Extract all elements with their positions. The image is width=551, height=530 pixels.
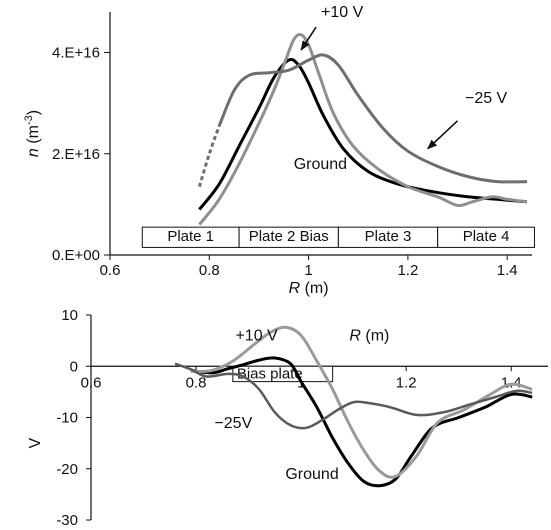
bottom-series-line [190, 325, 533, 479]
top-y-tick-label: 0.E+00 [52, 247, 100, 264]
plate-label: Plate 2 Bias [249, 228, 329, 245]
top-x-tick-label: 1 [304, 262, 312, 279]
plate-label: Plate 4 [463, 228, 510, 245]
bottom-x-axis-label-unit: (m) [361, 328, 389, 345]
top-x-axis-label-unit: (m) [300, 280, 328, 297]
bottom-series-line [190, 356, 533, 488]
bottom-y-tick-label: 0 [70, 358, 78, 375]
top-y-tick-label: 4.E+16 [52, 45, 100, 62]
bottom-y-axis-label: V [27, 437, 44, 448]
plate-label: Plate 1 [167, 228, 214, 245]
plate-label: Plate 3 [365, 228, 412, 245]
top-y-axis-label-var: n [25, 148, 42, 157]
bottom-x-axis-label-var: R [349, 328, 361, 345]
bottom-series-line [174, 362, 533, 430]
top-x-axis-label: R (m) [289, 280, 329, 297]
bottom-x-tick-label: 0.8 [186, 374, 207, 391]
top-series-line [198, 33, 528, 226]
annotation-arrow [427, 120, 459, 150]
annotation-arrow [300, 26, 317, 51]
top-annotation-label: +10 V [321, 4, 364, 21]
top-panel: 0.E+00 2.E+16 4.E+16 0.6 0.8 1 1.2 1.4 n (m-3) R … [23, 4, 535, 297]
top-y-axis-label-unit: (m [25, 125, 42, 148]
bottom-y-tick-label: -20 [56, 461, 78, 478]
top-x-tick-label: 1.2 [397, 262, 418, 279]
bottom-x-axis-label: R (m) [349, 328, 389, 345]
top-x-tick-label: 0.6 [100, 262, 121, 279]
bottom-annotation-label: Ground [285, 466, 338, 483]
top-y-axis-label-exp: -3 [23, 115, 35, 125]
top-series-line [217, 53, 528, 184]
bottom-x-tick-label: 1.2 [396, 374, 417, 391]
top-y-axis-label: n (m-3) [23, 110, 42, 157]
bottom-x-tick-label: 0.6 [81, 374, 102, 391]
top-series-line-dashed-segment [197, 125, 221, 188]
bottom-y-tick-label: 10 [61, 307, 78, 324]
bias-plate-label: Bias plate [237, 366, 303, 383]
plate-box [437, 226, 535, 248]
bottom-y-tick-label: -30 [56, 512, 78, 529]
bottom-annotation-label: +10 V [235, 328, 278, 345]
top-y-axis-label-close: ) [25, 110, 42, 115]
top-x-tick-label: 0.8 [199, 262, 220, 279]
top-series-line [198, 57, 528, 211]
top-x-tick-label: 1.4 [497, 262, 518, 279]
bottom-y-tick-label: -10 [56, 410, 78, 427]
top-x-axis-label-var: R [289, 280, 301, 297]
bottom-annotation-label: −25V [214, 415, 252, 432]
top-annotation-label: Ground [294, 156, 347, 173]
top-annotation-label: −25 V [465, 90, 508, 107]
top-y-tick-label: 2.E+16 [52, 146, 100, 163]
